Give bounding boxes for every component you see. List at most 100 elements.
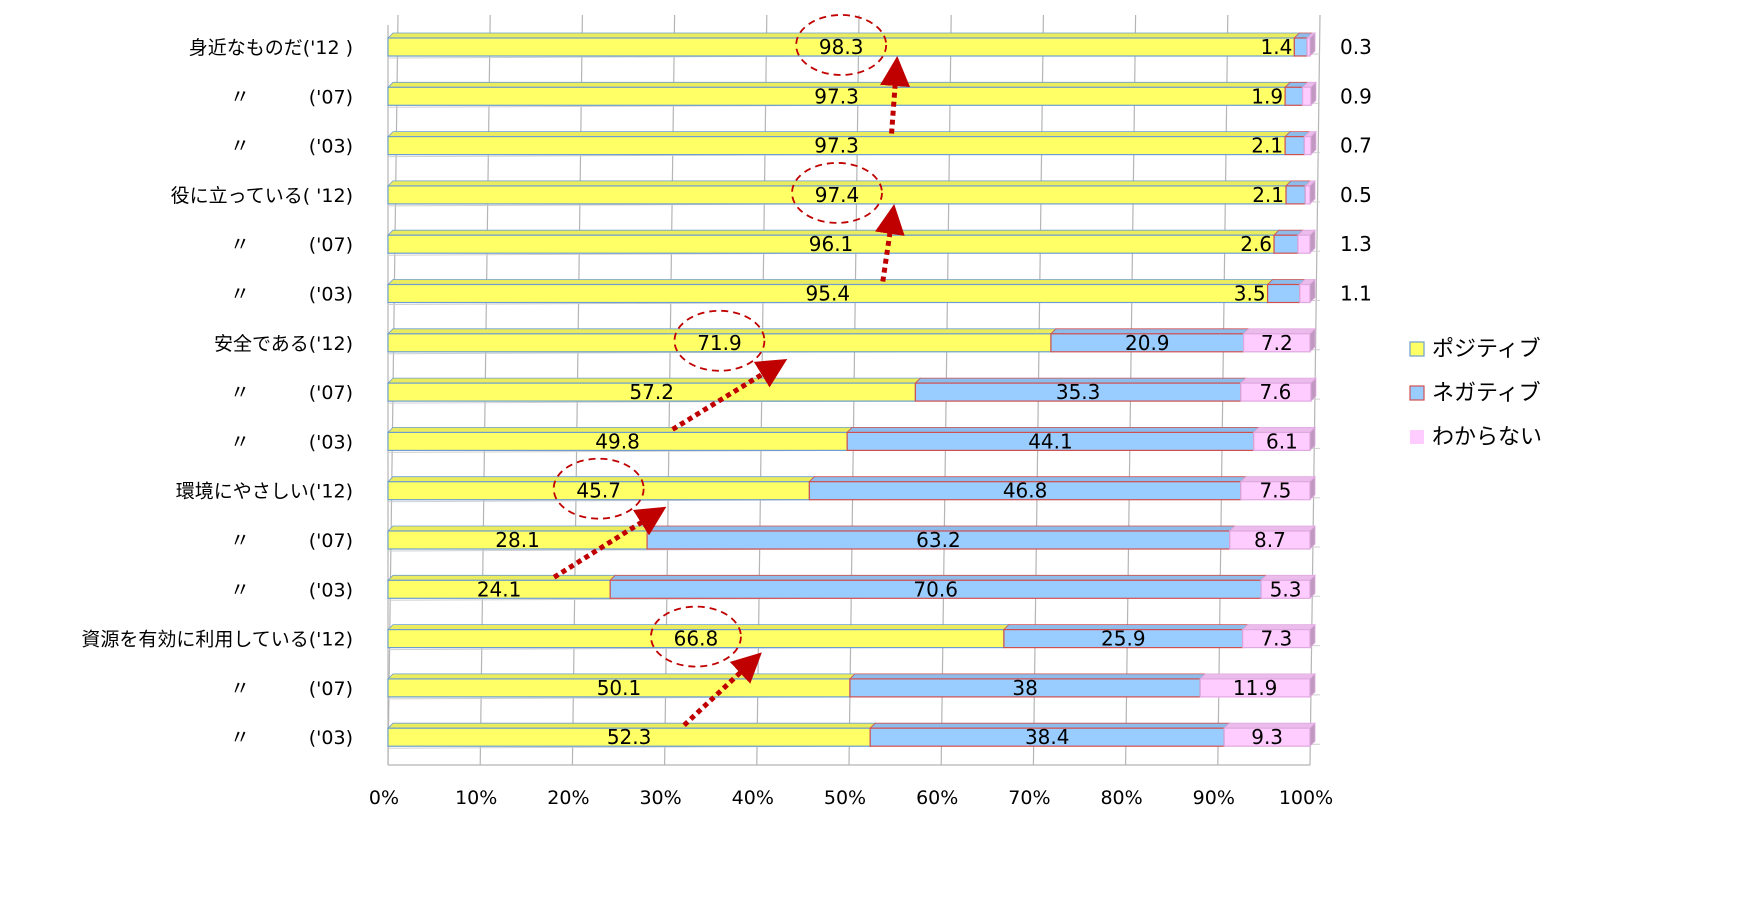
data-label: 45.7	[576, 479, 621, 503]
x-axis-ticks: 0% 10% 20% 30% 40% 50% 60% 70% 80% 90% 100%	[369, 787, 1333, 809]
category-label-name: 資源を有効に利用している	[81, 629, 308, 651]
x-tick-label: 80%	[1100, 787, 1142, 809]
bar-side-face	[1309, 327, 1316, 353]
category-label-name: 〃	[230, 282, 250, 306]
value-labels: 98.3 1.4 0.3 97.3 1.9 0.9 97.3 2.1 0.7 97.4 2.1 0.5…	[477, 35, 1372, 749]
bar-side-face	[1310, 377, 1317, 403]
data-label: 2.1	[1252, 183, 1284, 207]
x-tick-label: 90%	[1193, 787, 1235, 809]
data-label: 57.2	[629, 380, 674, 404]
bar-segment	[1304, 185, 1311, 205]
trend-arrow	[671, 358, 788, 432]
bar-segment	[1285, 185, 1306, 205]
bar-segment	[1306, 37, 1311, 57]
data-label: 1.9	[1251, 84, 1283, 108]
category-label-name: 〃	[230, 528, 250, 552]
x-tick-label: 60%	[916, 787, 958, 809]
legend-swatch	[1410, 430, 1424, 444]
category-label-year: ('07)	[309, 86, 353, 108]
legend-swatch	[1409, 385, 1425, 401]
x-tick-label: 0%	[369, 787, 399, 809]
data-label: 66.8	[674, 627, 719, 651]
category-label-name: 環境にやさしい	[176, 481, 309, 503]
data-label: 0.5	[1340, 183, 1372, 207]
category-label-year: ( '12)	[303, 185, 353, 207]
category-label-year: ('03)	[309, 727, 353, 749]
category-label-year: ('03)	[309, 284, 353, 306]
data-label: 11.9	[1233, 676, 1278, 700]
legend-swatch	[1409, 341, 1425, 357]
trend-arrow	[552, 506, 667, 580]
highlight-circle	[791, 161, 883, 224]
data-label: 3.5	[1234, 282, 1266, 306]
annotations	[552, 14, 911, 728]
data-label: 20.9	[1125, 331, 1170, 355]
category-label-year: ('12)	[309, 333, 353, 355]
category-label-year: ('07)	[309, 530, 353, 552]
category-label-year: ('07)	[309, 234, 353, 256]
bar-side-face	[1309, 179, 1316, 205]
bar-side-face	[1309, 426, 1316, 452]
data-label: 8.7	[1254, 528, 1286, 552]
bar-side-face	[1309, 623, 1316, 649]
category-label-name: 役に立っている	[171, 185, 303, 207]
category-label-year: ('03)	[309, 431, 353, 453]
category-label-year: ('07)	[309, 382, 353, 404]
highlight-circle	[795, 14, 888, 76]
data-label: 98.3	[819, 35, 864, 59]
data-label: 9.3	[1251, 725, 1283, 749]
data-label: 35.3	[1056, 380, 1101, 404]
data-label: 25.9	[1101, 627, 1146, 651]
data-label: 44.1	[1028, 429, 1073, 453]
data-label: 1.1	[1340, 282, 1372, 306]
bar-side-face	[1309, 475, 1316, 501]
data-label: 1.4	[1261, 35, 1293, 59]
category-label-name: 〃	[230, 725, 250, 749]
category-label-name: 〃	[230, 676, 250, 700]
data-label: 28.1	[495, 528, 540, 552]
data-label: 97.4	[815, 183, 860, 207]
data-label: 5.3	[1270, 577, 1302, 601]
data-label: 97.3	[814, 84, 859, 108]
bar-side-face	[1309, 672, 1316, 698]
data-label: 7.5	[1260, 479, 1292, 503]
data-label: 7.2	[1261, 331, 1293, 355]
category-label: 環境にやさしい('12)	[176, 481, 353, 503]
bar-segment	[1273, 234, 1299, 254]
bar-side-face	[1309, 229, 1316, 255]
data-label: 97.3	[814, 134, 859, 158]
bar-segment	[1297, 234, 1311, 254]
category-label-year: ('12)	[309, 481, 353, 503]
trend-arrow	[880, 56, 911, 134]
data-label: 1.3	[1340, 232, 1372, 256]
category-label-year: ('03)	[309, 579, 353, 601]
data-label: 0.9	[1340, 84, 1372, 108]
bars	[387, 32, 1317, 748]
category-label: 安全である('12)	[214, 333, 353, 355]
category-labels: 身近なものだ('12 ) 〃 ('07) 〃 ('03) 役に立っている( '12) 〃 ('…	[81, 37, 353, 749]
bar-side-face	[1310, 130, 1317, 156]
category-label-year: ('03)	[309, 136, 353, 158]
bar-side-face	[1310, 81, 1317, 107]
data-label: 2.6	[1240, 232, 1272, 256]
category-label-name: 安全である	[214, 333, 309, 355]
bar-segment	[1293, 37, 1308, 57]
data-label: 96.1	[809, 232, 854, 256]
data-label: 70.6	[913, 577, 958, 601]
highlight-circle	[673, 309, 766, 372]
data-label: 0.3	[1340, 35, 1372, 59]
data-label: 50.1	[597, 676, 642, 700]
highlight-circle	[552, 457, 645, 520]
category-label-name: 〃	[230, 380, 250, 404]
category-label-name: 身近なものだ	[189, 37, 303, 59]
category-label-name: 〃	[230, 134, 250, 158]
data-label: 38.4	[1025, 725, 1070, 749]
trend-arrow	[682, 652, 762, 728]
data-label: 38	[1012, 676, 1037, 700]
category-label-year: ('12 )	[303, 37, 353, 59]
x-tick-label: 50%	[824, 787, 866, 809]
x-tick-label: 40%	[732, 787, 774, 809]
data-label: 49.8	[595, 429, 640, 453]
